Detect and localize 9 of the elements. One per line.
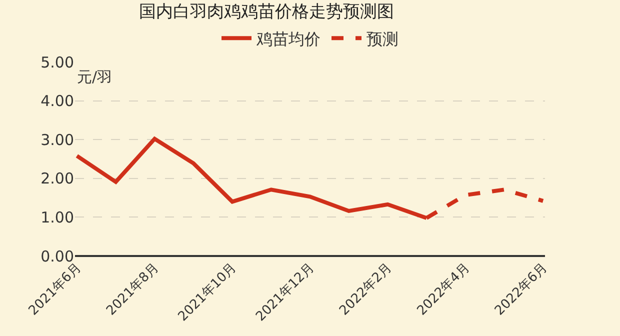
legend-label: 鸡苗均价 xyxy=(256,29,320,48)
chart-title: 国内白羽肉鸡鸡苗价格走势预测图 xyxy=(139,2,394,22)
y-axis-title: 元/羽 xyxy=(77,68,112,86)
y-tick-label: 3.00 xyxy=(40,130,74,149)
y-tick-label: 1.00 xyxy=(40,208,74,226)
y-tick-label: 2.00 xyxy=(40,170,74,188)
y-tick-label: 5.00 xyxy=(40,53,74,72)
y-tick-label: 4.00 xyxy=(40,92,74,110)
legend-label: 预测 xyxy=(366,29,398,48)
